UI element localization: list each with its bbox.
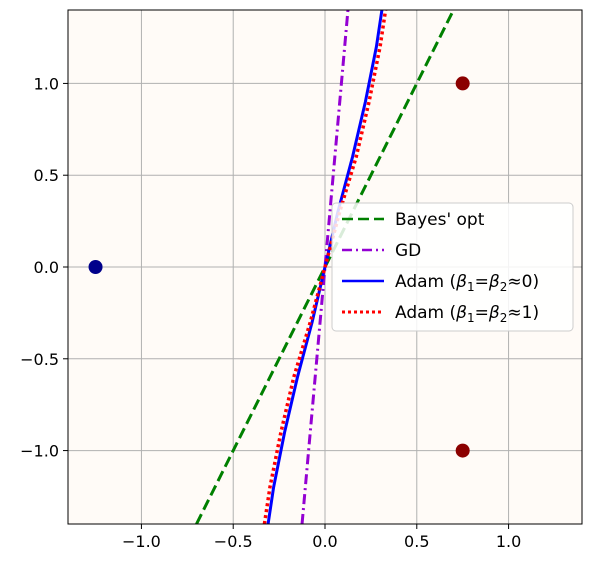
x-tick-label: 0.0 — [312, 532, 337, 551]
x-tick-label: 1.0 — [496, 532, 521, 551]
points-layer — [88, 76, 470, 458]
y-tick-label: 1.0 — [34, 74, 59, 93]
legend: Bayes' opt GD Adam (β1=β2≈0) Adam (β1=β2≈1) — [331, 202, 574, 332]
x-tick-label: −0.5 — [214, 532, 253, 551]
y-tick-label: 0.0 — [34, 258, 59, 277]
legend-label-1: GD — [395, 241, 421, 261]
legend-label-3: Adam (β1=β2≈1) — [395, 303, 539, 325]
y-tick-label: 0.5 — [34, 166, 59, 185]
legend-box — [331, 202, 574, 332]
legend-label-0: Bayes' opt — [395, 210, 485, 230]
legend-label-2: Adam (β1=β2≈0) — [395, 272, 539, 294]
series-line-1 — [300, 10, 350, 524]
y-tick-label: −0.5 — [20, 350, 59, 369]
ticks: −1.0 −0.5 0.0 0.5 1.0 −1.0 −0.5 0.0 0.5 1.0 — [20, 74, 521, 551]
data-point-2 — [455, 443, 470, 458]
data-point-1 — [455, 76, 470, 91]
series-layer — [195, 10, 455, 524]
x-tick-label: 0.5 — [404, 532, 429, 551]
x-tick-label: −1.0 — [122, 532, 161, 551]
series-line-3 — [262, 10, 388, 524]
data-point-0 — [88, 260, 103, 274]
y-tick-label: −1.0 — [20, 442, 59, 461]
